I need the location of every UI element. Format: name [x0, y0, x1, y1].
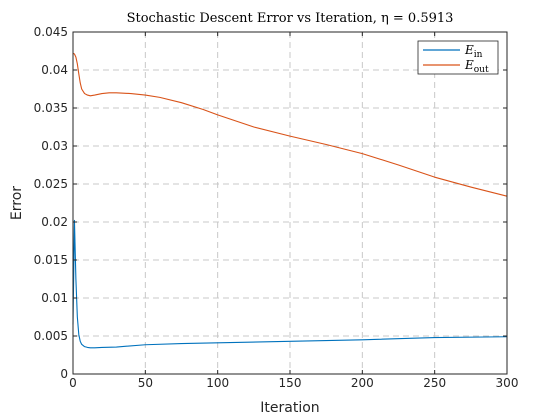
x-axis-label: Iteration [260, 400, 319, 416]
x-tick-label: 200 [351, 376, 374, 390]
y-axis-label: Error [9, 186, 25, 220]
y-tick-label: 0.03 [41, 139, 68, 153]
chart-title: Stochastic Descent Error vs Iteration, η… [127, 11, 454, 26]
ticks: 0 50 100 150 200 250 300 0 0.005 0.01 0.015 0.02 0.0… [34, 25, 519, 390]
legend-label: Eout [464, 58, 489, 75]
y-tick-label: 0.025 [34, 177, 68, 191]
y-tick-label: 0.02 [41, 215, 68, 229]
x-tick-label: 250 [423, 376, 446, 390]
y-tick-label: 0.045 [34, 25, 68, 39]
series-line-e-in [72, 219, 508, 349]
y-tick-label: 0.035 [34, 101, 68, 115]
series-line-e-out [72, 52, 508, 197]
x-tick-label: 150 [279, 376, 302, 390]
x-tick-label: 0 [69, 376, 77, 390]
y-tick-label: 0.01 [41, 291, 68, 305]
grid [73, 32, 507, 374]
x-tick-label: 300 [496, 376, 519, 390]
y-tick-label: 0 [60, 367, 68, 381]
x-tick-label: 50 [138, 376, 153, 390]
x-tick-label: 100 [206, 376, 229, 390]
legend-box [417, 40, 499, 75]
y-tick-label: 0.005 [34, 329, 68, 343]
y-tick-label: 0.015 [34, 253, 68, 267]
y-tick-label: 0.04 [41, 63, 68, 77]
legend-label: Ein [464, 43, 483, 60]
series-layer [72, 52, 508, 349]
